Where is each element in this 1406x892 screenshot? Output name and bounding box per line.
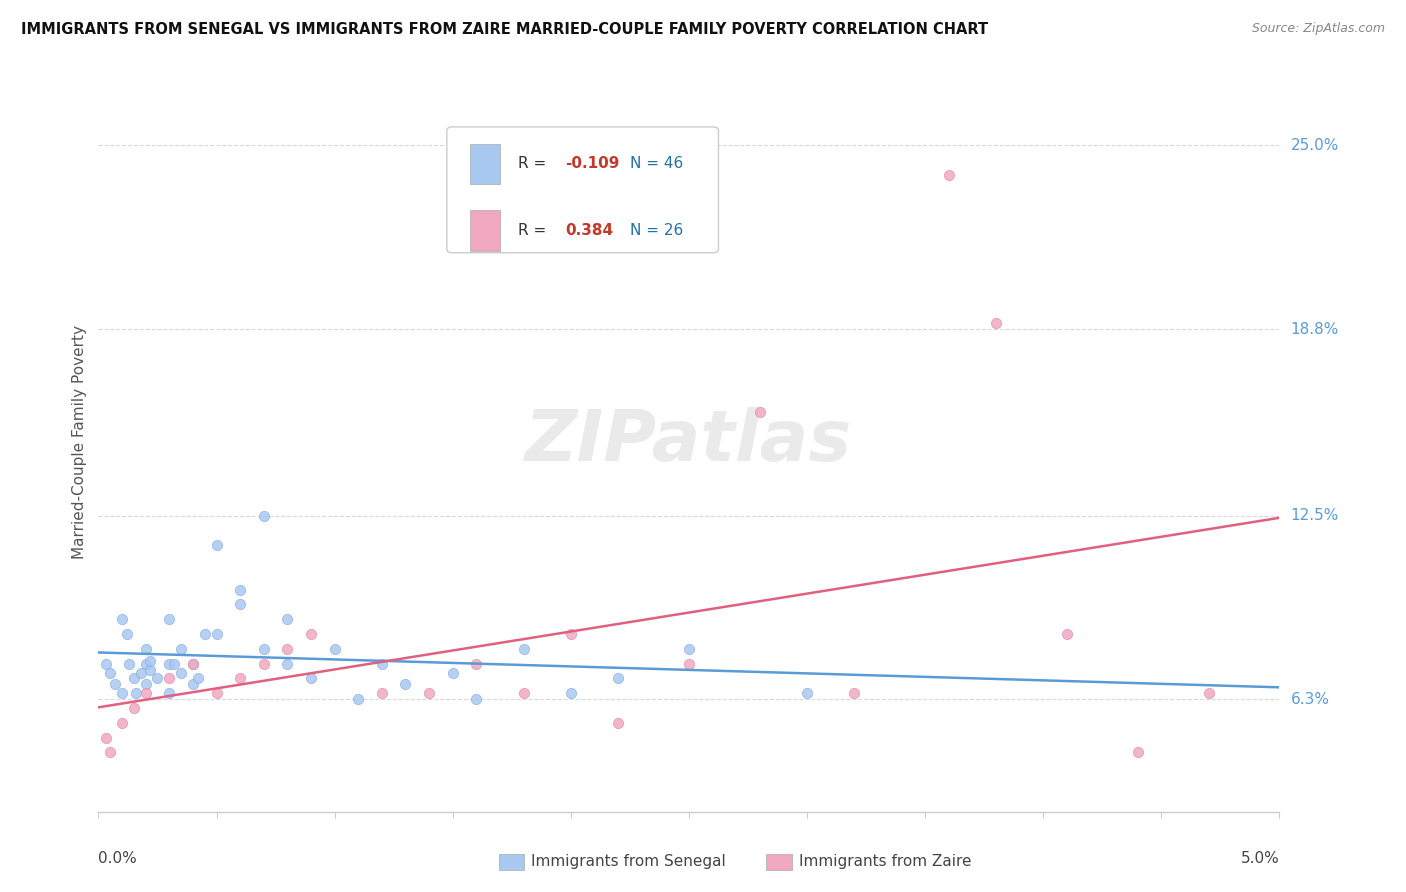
Point [512, 686, 534, 700]
Text: 0.384: 0.384 [565, 223, 613, 238]
Point [394, 677, 416, 691]
Point [253, 657, 276, 671]
Point [194, 627, 217, 641]
Point [94, 731, 117, 745]
Text: 18.8%: 18.8% [1291, 321, 1339, 336]
Point [146, 672, 169, 686]
Point [465, 657, 488, 671]
Point [371, 686, 394, 700]
Point [170, 665, 193, 680]
Text: 25.0%: 25.0% [1291, 138, 1339, 153]
Y-axis label: Married-Couple Family Poverty: Married-Couple Family Poverty [72, 325, 87, 558]
Point [98, 746, 121, 760]
Point [187, 672, 209, 686]
Point [299, 627, 322, 641]
Point [157, 672, 180, 686]
Point [170, 641, 193, 656]
Text: N = 46: N = 46 [630, 156, 683, 171]
Point [135, 641, 157, 656]
Point [276, 641, 298, 656]
Point [157, 686, 180, 700]
Point [678, 641, 700, 656]
Text: 12.5%: 12.5% [1291, 508, 1339, 523]
Point [229, 672, 252, 686]
Point [157, 657, 180, 671]
Text: ZIPatlas: ZIPatlas [526, 407, 852, 476]
Point [125, 686, 148, 700]
Text: N = 26: N = 26 [630, 223, 683, 238]
Point [299, 672, 322, 686]
Point [111, 715, 134, 730]
FancyBboxPatch shape [471, 211, 501, 251]
Point [122, 701, 145, 715]
Point [115, 627, 138, 641]
Point [560, 686, 582, 700]
Point [157, 612, 180, 626]
Point [118, 657, 141, 671]
Point [129, 665, 152, 680]
Point [796, 686, 818, 700]
Point [122, 672, 145, 686]
Point [1056, 627, 1078, 641]
Point [276, 612, 298, 626]
Text: R =: R = [517, 156, 551, 171]
Point [984, 316, 1007, 330]
Point [418, 686, 440, 700]
Text: IMMIGRANTS FROM SENEGAL VS IMMIGRANTS FROM ZAIRE MARRIED-COUPLE FAMILY POVERTY C: IMMIGRANTS FROM SENEGAL VS IMMIGRANTS FR… [21, 22, 988, 37]
Point [441, 665, 464, 680]
Point [253, 641, 276, 656]
Text: 5.0%: 5.0% [1240, 851, 1279, 865]
Point [181, 657, 204, 671]
Point [104, 677, 127, 691]
Point [1198, 686, 1220, 700]
Point [111, 612, 134, 626]
Point [748, 405, 770, 419]
Point [139, 663, 162, 677]
Point [139, 654, 162, 668]
Point [938, 168, 960, 182]
Point [560, 627, 582, 641]
Text: Immigrants from Senegal: Immigrants from Senegal [531, 855, 727, 869]
Point [678, 657, 700, 671]
FancyBboxPatch shape [447, 127, 718, 252]
Point [253, 508, 276, 523]
Point [276, 657, 298, 671]
Point [135, 686, 157, 700]
Point [181, 657, 204, 671]
Point [135, 657, 157, 671]
Point [512, 641, 534, 656]
Point [205, 627, 228, 641]
Point [607, 715, 630, 730]
Point [205, 538, 228, 552]
Point [607, 672, 630, 686]
Point [98, 665, 121, 680]
Point [181, 677, 204, 691]
Text: Immigrants from Zaire: Immigrants from Zaire [799, 855, 972, 869]
Point [844, 686, 866, 700]
Text: R =: R = [517, 223, 551, 238]
Point [111, 686, 134, 700]
Text: -0.109: -0.109 [565, 156, 619, 171]
Point [1126, 746, 1149, 760]
Point [323, 641, 346, 656]
Point [229, 582, 252, 597]
Point [229, 598, 252, 612]
Point [163, 657, 186, 671]
FancyBboxPatch shape [471, 144, 501, 185]
Point [205, 686, 228, 700]
Point [94, 657, 117, 671]
Point [347, 692, 370, 706]
Text: Source: ZipAtlas.com: Source: ZipAtlas.com [1251, 22, 1385, 36]
Point [465, 692, 488, 706]
Point [371, 657, 394, 671]
Point [135, 677, 157, 691]
Text: 0.0%: 0.0% [98, 851, 138, 865]
Text: 6.3%: 6.3% [1291, 691, 1330, 706]
